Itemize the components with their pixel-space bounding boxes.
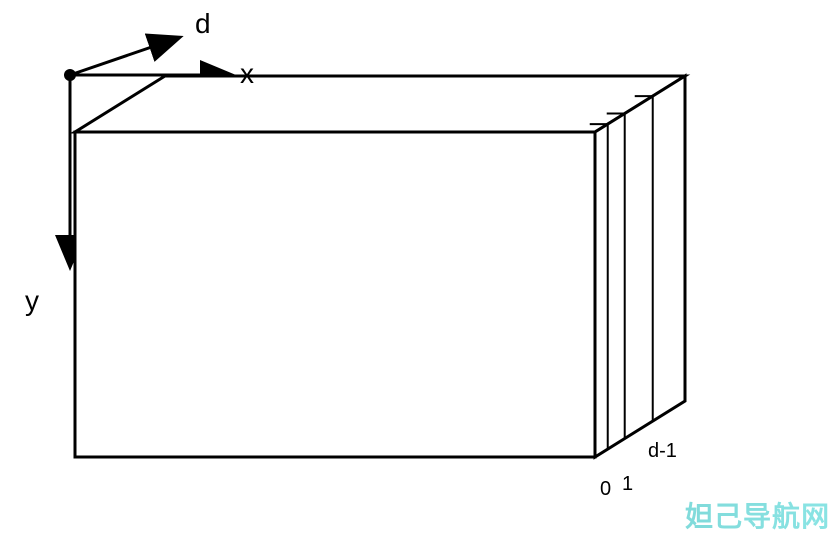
watermark-text: 妲己导航网 [685, 495, 830, 535]
cube-front-face [75, 132, 595, 457]
axis-label-d: d [195, 8, 211, 40]
slice-label: 1 [622, 473, 633, 496]
slice-label: d-1 [648, 440, 677, 463]
watermark-char: 航 [772, 501, 801, 532]
slice-label: 0 [600, 478, 611, 501]
watermark-char: 导 [743, 501, 772, 532]
axis-label-y: y [25, 285, 39, 317]
diagram-root: d x y 01 d-1 妲己导航网 [0, 0, 837, 537]
watermark-char: 妲 [685, 501, 714, 532]
watermark-char: 网 [801, 501, 830, 532]
axis-d [70, 38, 178, 75]
watermark-char: 己 [714, 501, 743, 532]
axis-label-x: x [240, 58, 254, 90]
cube-diagram-svg [0, 0, 837, 537]
